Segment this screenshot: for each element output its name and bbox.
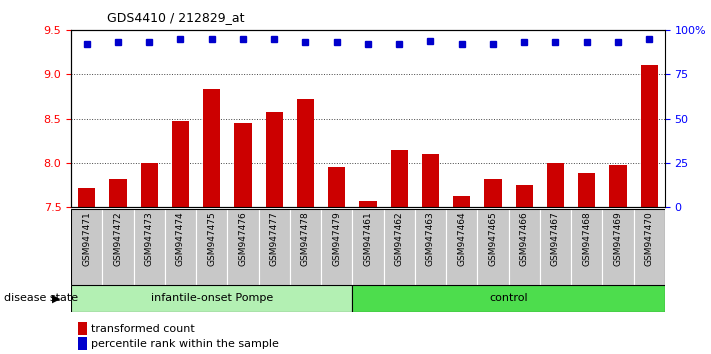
Text: GSM947471: GSM947471 — [82, 211, 91, 266]
Text: GSM947475: GSM947475 — [207, 211, 216, 266]
Bar — [297, 99, 314, 207]
Text: disease state: disease state — [4, 293, 77, 303]
Bar — [266, 113, 283, 207]
Text: GSM947467: GSM947467 — [551, 211, 560, 266]
Bar — [359, 201, 377, 207]
Bar — [571, 209, 602, 285]
Bar — [203, 88, 220, 207]
Text: GSM947477: GSM947477 — [269, 211, 279, 266]
Text: GSM947472: GSM947472 — [114, 211, 122, 266]
Bar — [235, 123, 252, 207]
Bar — [290, 209, 321, 285]
Bar — [547, 163, 564, 207]
Text: ▶: ▶ — [52, 293, 60, 303]
Text: percentile rank within the sample: percentile rank within the sample — [91, 339, 279, 349]
Bar — [141, 163, 158, 207]
Text: GSM947463: GSM947463 — [426, 211, 435, 266]
Bar — [415, 209, 446, 285]
Text: GSM947461: GSM947461 — [363, 211, 373, 266]
Bar — [71, 209, 102, 285]
Bar — [446, 209, 477, 285]
Bar — [602, 209, 634, 285]
Text: GSM947465: GSM947465 — [488, 211, 498, 266]
Bar — [484, 179, 501, 207]
Bar — [78, 188, 95, 207]
Text: GSM947464: GSM947464 — [457, 211, 466, 266]
Bar — [383, 209, 415, 285]
Text: GSM947469: GSM947469 — [614, 211, 622, 266]
Bar — [353, 285, 665, 312]
Bar — [165, 209, 196, 285]
Text: GSM947479: GSM947479 — [332, 211, 341, 266]
Bar — [453, 196, 470, 207]
Text: infantile-onset Pompe: infantile-onset Pompe — [151, 293, 273, 303]
Text: GSM947462: GSM947462 — [395, 211, 404, 266]
Text: GSM947474: GSM947474 — [176, 211, 185, 266]
Bar — [578, 173, 595, 207]
Bar — [109, 179, 127, 207]
Bar — [259, 209, 290, 285]
Bar — [634, 209, 665, 285]
Text: GSM947468: GSM947468 — [582, 211, 591, 266]
Bar — [321, 209, 353, 285]
Bar — [196, 209, 228, 285]
Text: control: control — [489, 293, 528, 303]
Text: GSM947473: GSM947473 — [145, 211, 154, 266]
Bar — [641, 65, 658, 207]
Bar — [172, 121, 189, 207]
Text: GSM947466: GSM947466 — [520, 211, 529, 266]
Bar — [422, 154, 439, 207]
Bar — [102, 209, 134, 285]
Bar — [390, 149, 408, 207]
Bar — [540, 209, 571, 285]
Bar — [508, 209, 540, 285]
Text: GSM947470: GSM947470 — [645, 211, 653, 266]
Bar — [515, 185, 533, 207]
Bar — [353, 209, 383, 285]
Text: GSM947476: GSM947476 — [238, 211, 247, 266]
Bar — [328, 167, 346, 207]
Text: GSM947478: GSM947478 — [301, 211, 310, 266]
Text: transformed count: transformed count — [91, 324, 195, 333]
Bar — [71, 285, 353, 312]
Bar — [134, 209, 165, 285]
Bar — [228, 209, 259, 285]
Bar — [477, 209, 508, 285]
Bar — [609, 165, 626, 207]
Text: GDS4410 / 212829_at: GDS4410 / 212829_at — [107, 11, 244, 24]
